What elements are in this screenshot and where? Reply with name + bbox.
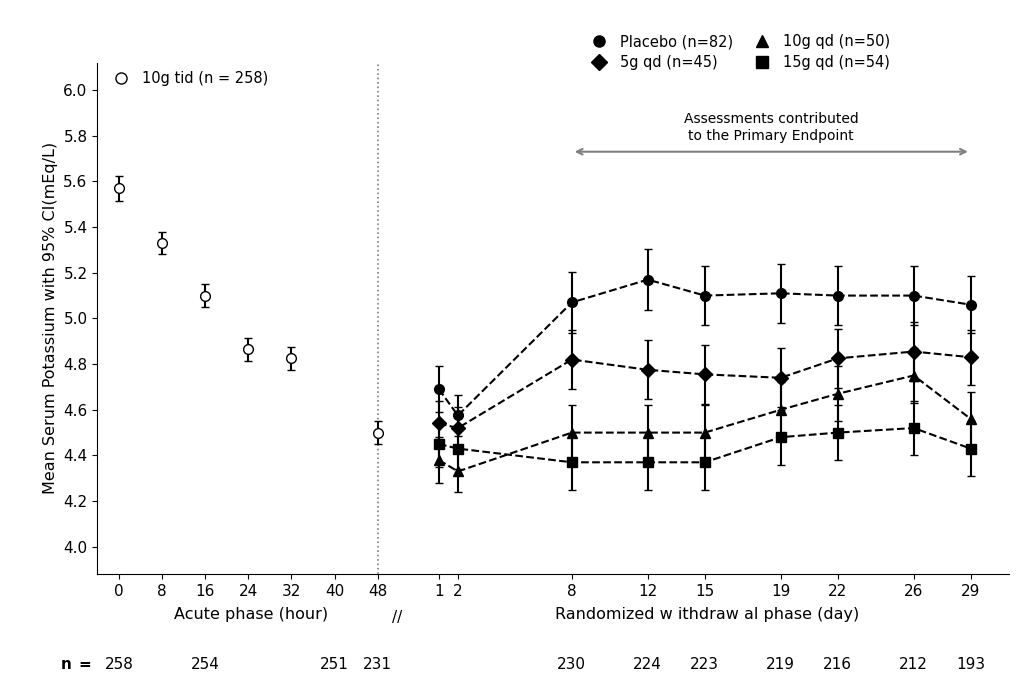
Text: 251: 251 (321, 657, 349, 672)
X-axis label: Acute phase (hour): Acute phase (hour) (174, 607, 328, 622)
Text: //: // (391, 610, 401, 625)
Text: Assessments contributed
to the Primary Endpoint: Assessments contributed to the Primary E… (684, 112, 859, 143)
Text: 212: 212 (899, 657, 928, 672)
Text: 193: 193 (956, 657, 985, 672)
Text: $\mathbf{n\ =}$: $\mathbf{n\ =}$ (60, 657, 92, 672)
Text: 258: 258 (104, 657, 133, 672)
Legend: 10g tid (n = 258): 10g tid (n = 258) (100, 65, 274, 93)
Text: 231: 231 (364, 657, 392, 672)
Legend: Placebo (n=82), 5g qd (n=45), 10g qd (n=50), 15g qd (n=54): Placebo (n=82), 5g qd (n=45), 10g qd (n=… (579, 28, 896, 76)
Y-axis label: Mean Serum Potassium with 95% CI(mEq/L): Mean Serum Potassium with 95% CI(mEq/L) (43, 143, 57, 494)
Text: 223: 223 (690, 657, 719, 672)
Text: 216: 216 (823, 657, 852, 672)
Text: 219: 219 (766, 657, 796, 672)
X-axis label: Randomized w ithdraw al phase (day): Randomized w ithdraw al phase (day) (555, 607, 859, 622)
Text: 254: 254 (190, 657, 219, 672)
Text: 230: 230 (557, 657, 587, 672)
Text: 224: 224 (634, 657, 663, 672)
